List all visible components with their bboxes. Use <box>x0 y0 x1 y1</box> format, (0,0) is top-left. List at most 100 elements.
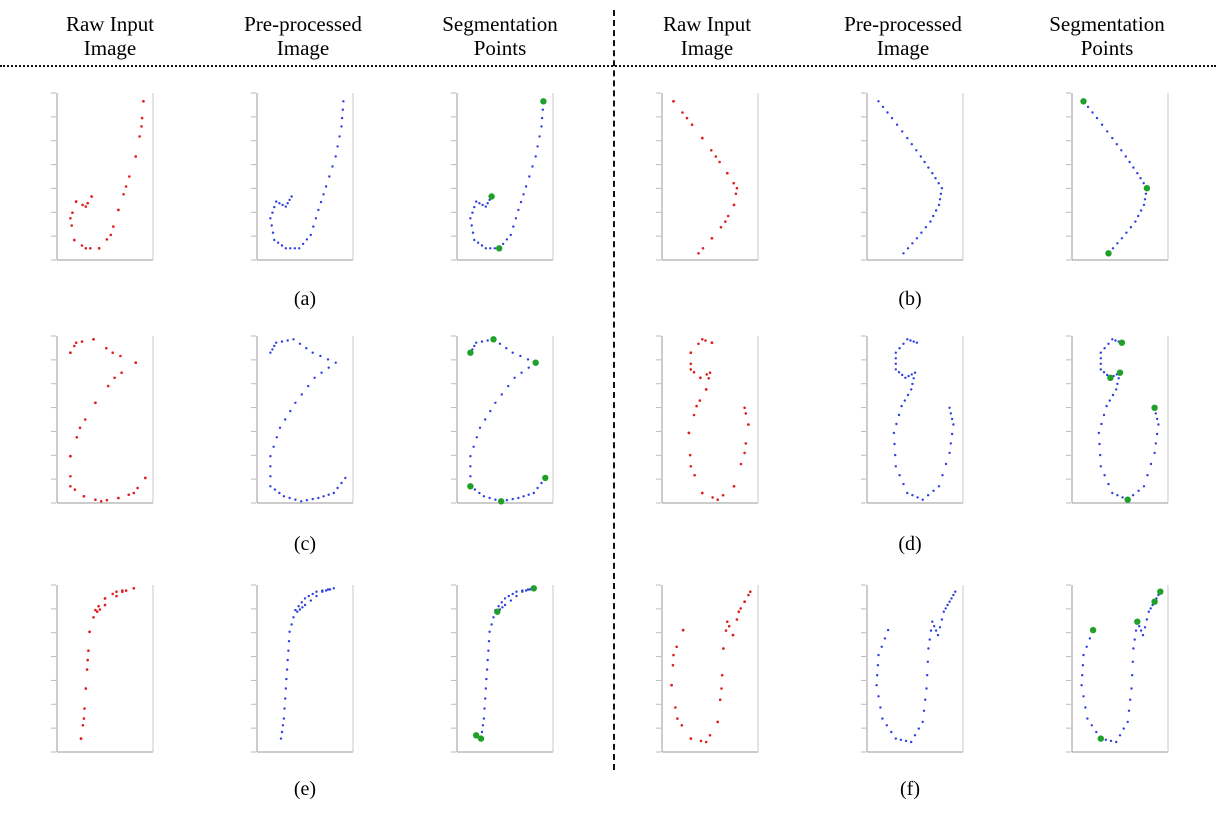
processed-point <box>901 373 904 377</box>
raw-point <box>84 687 88 690</box>
header-raw-left: Raw Input Image <box>65 12 155 60</box>
plot-a-segmented <box>451 92 554 261</box>
processed-point <box>1118 734 1122 737</box>
raw-point <box>724 629 728 632</box>
processed-point <box>298 342 302 345</box>
caption-a: (a) <box>293 288 317 310</box>
processed-point <box>1134 629 1138 632</box>
panel-a-processed <box>245 85 360 270</box>
processed-point <box>933 625 936 628</box>
processed-point <box>271 348 274 351</box>
processed-point <box>475 436 478 439</box>
processed-point <box>1144 192 1148 195</box>
processed-point <box>897 371 901 374</box>
processed-point <box>336 486 339 490</box>
raw-point <box>132 491 136 495</box>
processed-point <box>292 616 295 619</box>
processed-point <box>1143 626 1147 629</box>
segmentation-point <box>1143 185 1151 192</box>
raw-point <box>689 362 693 366</box>
raw-point <box>105 498 109 502</box>
processed-point <box>911 382 914 386</box>
raw-point <box>80 244 84 247</box>
raw-point <box>81 724 85 727</box>
processed-point <box>1154 442 1157 445</box>
processed-point <box>949 442 952 445</box>
processed-point <box>532 491 535 495</box>
segmentation-point <box>488 193 495 200</box>
raw-point <box>701 491 704 495</box>
raw-point <box>672 653 675 657</box>
processed-point <box>911 494 914 497</box>
processed-point <box>1091 111 1094 114</box>
raw-point <box>747 423 750 426</box>
processed-point <box>927 166 930 169</box>
panel-c-processed <box>245 328 360 513</box>
processed-point <box>1153 451 1156 455</box>
raw-point <box>94 608 97 612</box>
processed-point <box>917 727 920 730</box>
processed-point <box>338 135 341 138</box>
processed-point <box>1128 160 1131 164</box>
processed-point <box>1082 653 1085 657</box>
processed-point <box>902 482 905 486</box>
plot-d-processed <box>861 335 964 504</box>
processed-point <box>1147 610 1150 613</box>
raw-point <box>716 720 719 724</box>
processed-point <box>276 241 280 244</box>
processed-point <box>926 674 929 677</box>
processed-point <box>327 366 330 369</box>
raw-point <box>735 186 739 190</box>
raw-point <box>724 220 727 223</box>
raw-point <box>727 624 731 628</box>
processed-point <box>317 208 320 212</box>
processed-point <box>927 647 930 650</box>
processed-point <box>484 247 487 250</box>
processed-point <box>915 237 919 240</box>
processed-point <box>334 361 337 364</box>
processed-point <box>899 738 903 741</box>
processed-point <box>507 384 510 388</box>
processed-point <box>1103 347 1106 350</box>
processed-point <box>950 432 954 436</box>
plot-a-raw <box>51 92 154 261</box>
raw-point <box>688 453 692 457</box>
raw-point <box>97 604 100 608</box>
processed-point <box>538 135 541 138</box>
processed-point <box>1100 422 1103 426</box>
panel-c-raw <box>45 328 160 513</box>
processed-point <box>484 205 487 208</box>
processed-point <box>948 406 951 409</box>
plot-b-segmented <box>1066 92 1169 261</box>
processed-point <box>910 388 913 391</box>
processed-point <box>904 739 908 743</box>
processed-point <box>344 476 347 480</box>
processed-point <box>522 193 525 196</box>
processed-point <box>1142 182 1145 185</box>
raw-point <box>710 149 713 152</box>
processed-point <box>934 629 938 632</box>
raw-point <box>111 592 114 596</box>
processed-point <box>481 203 484 207</box>
processed-point <box>931 172 934 175</box>
raw-point <box>105 238 109 241</box>
processed-point <box>321 590 324 593</box>
processed-point <box>269 465 272 468</box>
processed-point <box>1116 382 1119 386</box>
processed-point <box>311 497 314 501</box>
processed-point <box>307 384 310 388</box>
panel-f-raw <box>650 577 765 762</box>
raw-point <box>720 673 724 677</box>
processed-point <box>512 225 515 228</box>
raw-point <box>690 123 694 126</box>
processed-point <box>332 587 335 590</box>
processed-point <box>937 485 941 488</box>
raw-point <box>670 683 673 687</box>
processed-point <box>1081 674 1084 677</box>
processed-point <box>501 242 505 246</box>
processed-point <box>934 209 938 212</box>
segmentation-point <box>496 245 503 252</box>
raw-point <box>698 399 702 402</box>
column-divider <box>613 10 615 770</box>
processed-point <box>941 474 944 477</box>
